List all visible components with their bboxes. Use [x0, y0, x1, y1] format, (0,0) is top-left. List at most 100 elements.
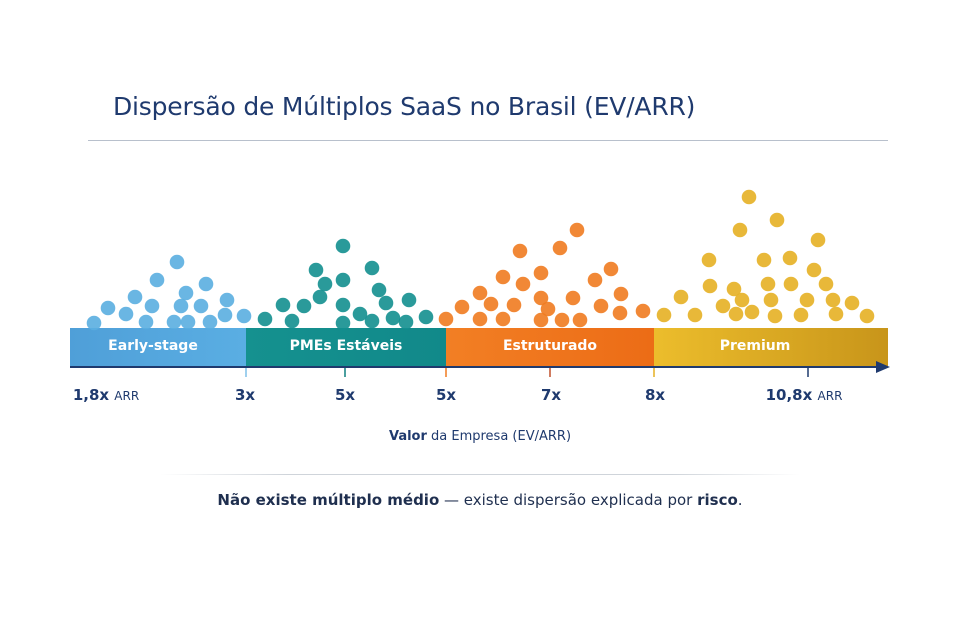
data-dot-estruturado [495, 311, 511, 327]
data-dot-premium [728, 306, 744, 322]
data-dot-estruturado [587, 272, 603, 288]
data-dot-premium [810, 232, 826, 248]
data-dot-premium [806, 262, 822, 278]
data-dot-early-stage [86, 315, 102, 331]
data-dot-pmes-estaveis [275, 297, 291, 313]
data-dot-early-stage [202, 314, 218, 330]
data-dot-early-stage [193, 298, 209, 314]
data-dot-estruturado [612, 305, 628, 321]
data-dot-premium [702, 278, 718, 294]
data-dot-early-stage [236, 308, 252, 324]
data-dot-early-stage [178, 285, 194, 301]
data-dot-estruturado [565, 290, 581, 306]
tick-label: 1,8x ARR [72, 386, 140, 404]
data-dot-early-stage [118, 306, 134, 322]
data-dot-pmes-estaveis [257, 311, 273, 327]
data-dot-early-stage [144, 298, 160, 314]
data-dot-premium [656, 307, 672, 323]
data-dot-early-stage [217, 307, 233, 323]
data-dot-pmes-estaveis [401, 292, 417, 308]
segment-label-early-stage: Early-stage [108, 338, 198, 354]
data-dot-early-stage [180, 314, 196, 330]
data-dot-premium [734, 292, 750, 308]
data-dot-premium [741, 189, 757, 205]
data-dot-premium [726, 281, 742, 297]
data-dot-estruturado [512, 243, 528, 259]
data-dot-premium [783, 276, 799, 292]
data-dot-estruturado [515, 276, 531, 292]
data-dot-premium [744, 304, 760, 320]
data-dot-early-stage [198, 276, 214, 292]
data-dot-pmes-estaveis [385, 310, 401, 326]
data-dot-estruturado [472, 311, 488, 327]
data-dot-premium [793, 307, 809, 323]
data-dot-estruturado [533, 265, 549, 281]
data-dot-pmes-estaveis [317, 276, 333, 292]
data-dot-estruturado [540, 301, 556, 317]
segment-band-early-stage [70, 328, 246, 366]
segment-band-premium [654, 328, 888, 366]
data-dot-early-stage [166, 314, 182, 330]
data-dot-pmes-estaveis [296, 298, 312, 314]
data-dot-premium [825, 292, 841, 308]
data-dot-pmes-estaveis [335, 238, 351, 254]
data-dot-premium [701, 252, 717, 268]
data-dot-pmes-estaveis [352, 306, 368, 322]
data-dot-early-stage [100, 300, 116, 316]
axis-title: Valor da Empresa (EV/ARR) [388, 429, 572, 444]
data-dot-estruturado [533, 312, 549, 328]
data-dot-premium [715, 298, 731, 314]
page-title: Dispersão de Múltiplos SaaS no Brasil (E… [113, 92, 696, 121]
data-dot-estruturado [552, 240, 568, 256]
data-dot-premium [767, 308, 783, 324]
segment-band-estruturado [446, 328, 654, 366]
data-dot-premium [760, 276, 776, 292]
data-dot-premium [769, 212, 785, 228]
data-dot-premium [828, 306, 844, 322]
data-dot-early-stage [173, 298, 189, 314]
data-dot-premium [818, 276, 834, 292]
data-dot-estruturado [593, 298, 609, 314]
data-dot-premium [687, 307, 703, 323]
data-dot-pmes-estaveis [418, 309, 434, 325]
data-dot-early-stage [127, 289, 143, 305]
data-dot-premium [673, 289, 689, 305]
data-dot-premium [782, 250, 798, 266]
tick-label: 7x [540, 386, 562, 404]
data-dot-estruturado [454, 299, 470, 315]
data-dot-estruturado [533, 290, 549, 306]
data-dot-premium [844, 295, 860, 311]
data-dot-estruturado [613, 286, 629, 302]
data-dot-estruturado [572, 312, 588, 328]
data-dot-pmes-estaveis [284, 313, 300, 329]
tick-label: 5x [435, 386, 457, 404]
data-dot-pmes-estaveis [371, 282, 387, 298]
segment-label-premium: Premium [719, 338, 791, 354]
data-dot-pmes-estaveis [364, 260, 380, 276]
axis-arrow-icon [876, 361, 890, 373]
data-dot-pmes-estaveis [312, 289, 328, 305]
tick-label: 3x [234, 386, 256, 404]
data-dot-estruturado [495, 269, 511, 285]
data-dot-pmes-estaveis [398, 314, 414, 330]
data-dot-premium [859, 308, 875, 324]
data-dot-estruturado [472, 285, 488, 301]
data-dot-pmes-estaveis [364, 313, 380, 329]
tick-label: 10,8x ARR [765, 386, 843, 404]
data-dot-estruturado [603, 261, 619, 277]
segment-label-estruturado: Estruturado [502, 338, 598, 354]
data-dot-pmes-estaveis [378, 295, 394, 311]
data-dot-premium [732, 222, 748, 238]
data-dot-early-stage [169, 254, 185, 270]
data-dot-early-stage [149, 272, 165, 288]
data-dot-estruturado [483, 296, 499, 312]
data-dot-estruturado [569, 222, 585, 238]
caption: Não existe múltiplo médio — existe dispe… [217, 491, 743, 509]
data-dot-early-stage [219, 292, 235, 308]
tick-label: 5x [334, 386, 356, 404]
data-dot-estruturado [635, 303, 651, 319]
data-dot-premium [756, 252, 772, 268]
data-dot-premium [763, 292, 779, 308]
